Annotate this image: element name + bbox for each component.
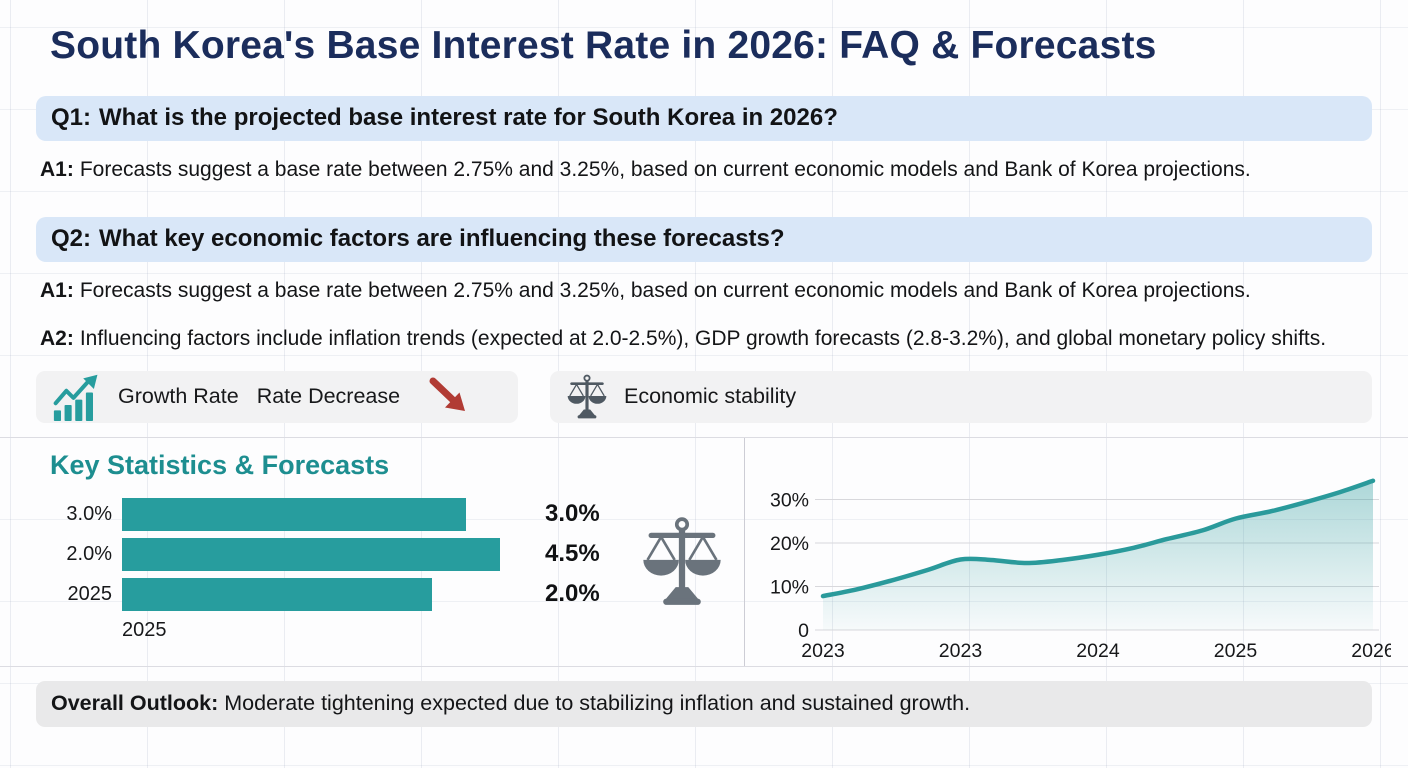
trend-chart-svg: 0 10% 20% 30% 2023 2023 2024 2025 2026 [770,478,1391,662]
q2-answers: A1: Forecasts suggest a base rate between… [40,275,1368,356]
bar [122,497,466,531]
arrow-down-right-icon [429,377,466,411]
answer-label: A2: [40,327,74,351]
question-banner-q2: Q2: What key economic factors are influen… [36,216,1372,262]
outlook-text: Moderate tightening expected due to stab… [224,690,971,715]
answer-text: Forecasts suggest a base rate between 2.… [79,278,1251,302]
economic-stability-badge: Economic stability [550,370,1372,423]
y-axis-tick-label: 20% [770,533,809,555]
y-axis-tick-label: 30% [770,489,809,511]
x-axis-tick-label: 2023 [939,640,982,662]
q1-answers: A1: Forecasts suggest a base rate between… [40,154,1368,187]
growth-chart-icon [53,374,98,421]
question-text: What is the projected base interest rate… [99,104,838,131]
stats-heading: Key Statistics & Forecasts [50,449,390,480]
key-statistics-panel: Key Statistics & Forecasts 3.0% 3.0% 2.0% 4… [0,437,745,666]
answer-text: Influencing factors include inflation tr… [79,327,1327,351]
bar-chart-row: 2025 2.0% [50,577,600,611]
badge-label: Economic stability [624,384,797,409]
bar-category-label: 2.0% [66,542,112,565]
y-axis-tick-label: 10% [770,576,809,598]
bar-category-label: 3.0% [66,502,112,525]
balance-scale-icon [567,374,607,419]
bar-value-label: 2.0% [545,580,600,608]
y-axis-tick-label: 0 [798,620,809,642]
bar-chart-row: 2.0% 4.5% [50,537,600,571]
growth-rate-badge: Growth Rate Rate Decrease [36,370,518,423]
question-banner-q1: Q1: What is the projected base interest r… [36,96,1372,141]
answer: A2: Influencing factors include inflation… [40,323,1368,356]
bar-track [122,577,500,611]
question-label: Q2: [51,224,92,252]
bar-track [122,497,500,531]
bar-value-label: 3.0% [545,500,600,528]
question-label: Q1: [51,104,92,131]
question-text: What key economic factors are influencin… [99,224,785,252]
x-axis-tick-label: 2024 [1076,640,1120,662]
badge-label: Rate Decrease [256,384,401,409]
page-title: South Korea's Base Interest Rate in 2026… [50,24,1157,67]
answer-label: A1: [40,278,74,302]
x-axis-tick-label: 2026 [1351,640,1391,662]
bar-chart-row: 3.0% 3.0% [50,497,600,531]
bar-chart: 3.0% 3.0% 2.0% 4.5% 2025 2.0% 2025 [50,497,744,642]
badge-label: Growth Rate [118,384,239,409]
bar-chart-rows: 3.0% 3.0% 2.0% 4.5% 2025 2.0% [50,497,600,611]
answer: A1: Forecasts suggest a base rate between… [40,154,1368,187]
charts-section: Key Statistics & Forecasts 3.0% 3.0% 2.0% 4… [0,436,1408,667]
bar [122,577,432,611]
bar-chart-x-axis-label: 2025 [122,618,167,641]
bar [122,537,500,571]
trend-chart-panel: 0 10% 20% 30% 2023 2023 2024 2025 2026 [745,438,1408,666]
bar-track [122,537,500,571]
bar-category-label: 2025 [67,582,113,605]
balance-scale-icon [643,516,721,605]
answer: A1: Forecasts suggest a base rate between… [40,275,1368,308]
overall-outlook-banner: Overall Outlook: Moderate tightening expe… [36,680,1372,727]
outlook-label: Overall Outlook: [51,690,219,715]
header: South Korea's Base Interest Rate in 2026… [0,0,1408,96]
x-axis-tick-label: 2025 [1214,640,1258,662]
badges-row: Growth Rate Rate Decrease Economic stabi… [36,370,1372,423]
x-axis-tick-label: 2023 [801,640,844,662]
bar-value-label: 4.5% [545,540,600,568]
answer-text: Forecasts suggest a base rate between 2.… [79,158,1251,181]
trend-line [820,478,1376,598]
answer-label: A1: [40,158,74,181]
